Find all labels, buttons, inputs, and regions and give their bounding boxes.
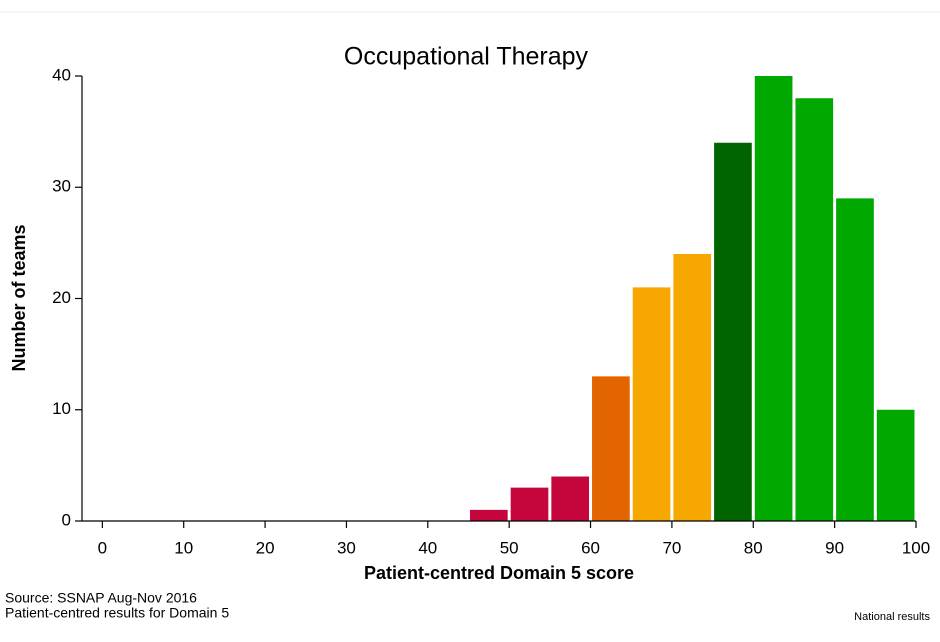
x-tick-label: 40 [418,538,437,557]
x-tick-label: 20 [256,538,275,557]
bar [714,142,752,521]
x-tick-label: 30 [337,538,356,557]
x-tick-label: 100 [902,538,930,557]
y-tick-label: 10 [52,399,71,418]
bar [510,487,549,521]
bar [795,98,834,521]
x-tick-label: 60 [581,538,600,557]
footer-note: National results [854,611,930,623]
x-tick-label: 80 [744,538,763,557]
y-tick-label: 30 [52,177,71,196]
source-note: Patient-centred results for Domain 5 [5,605,229,621]
bar [836,198,874,521]
x-axis-label: Patient-centred Domain 5 score [364,563,634,583]
x-tick-label: 50 [500,538,519,557]
chart-title: Occupational Therapy [344,43,589,71]
y-axis-label: Number of teams [9,224,29,371]
y-tick-label: 20 [52,288,71,307]
bar [592,376,630,521]
y-tick-label: 40 [52,65,71,84]
bar [876,409,915,521]
x-tick-label: 70 [662,538,681,557]
x-tick-label: 0 [98,538,107,557]
y-tick-label: 0 [62,510,71,529]
x-tick-label: 90 [825,538,844,557]
source-note: Source: SSNAP Aug-Nov 2016 [5,590,197,606]
bar [673,254,712,521]
bar [754,76,793,521]
x-tick-label: 10 [174,538,193,557]
bar [551,476,590,521]
bar [632,287,671,521]
bar [469,509,508,521]
